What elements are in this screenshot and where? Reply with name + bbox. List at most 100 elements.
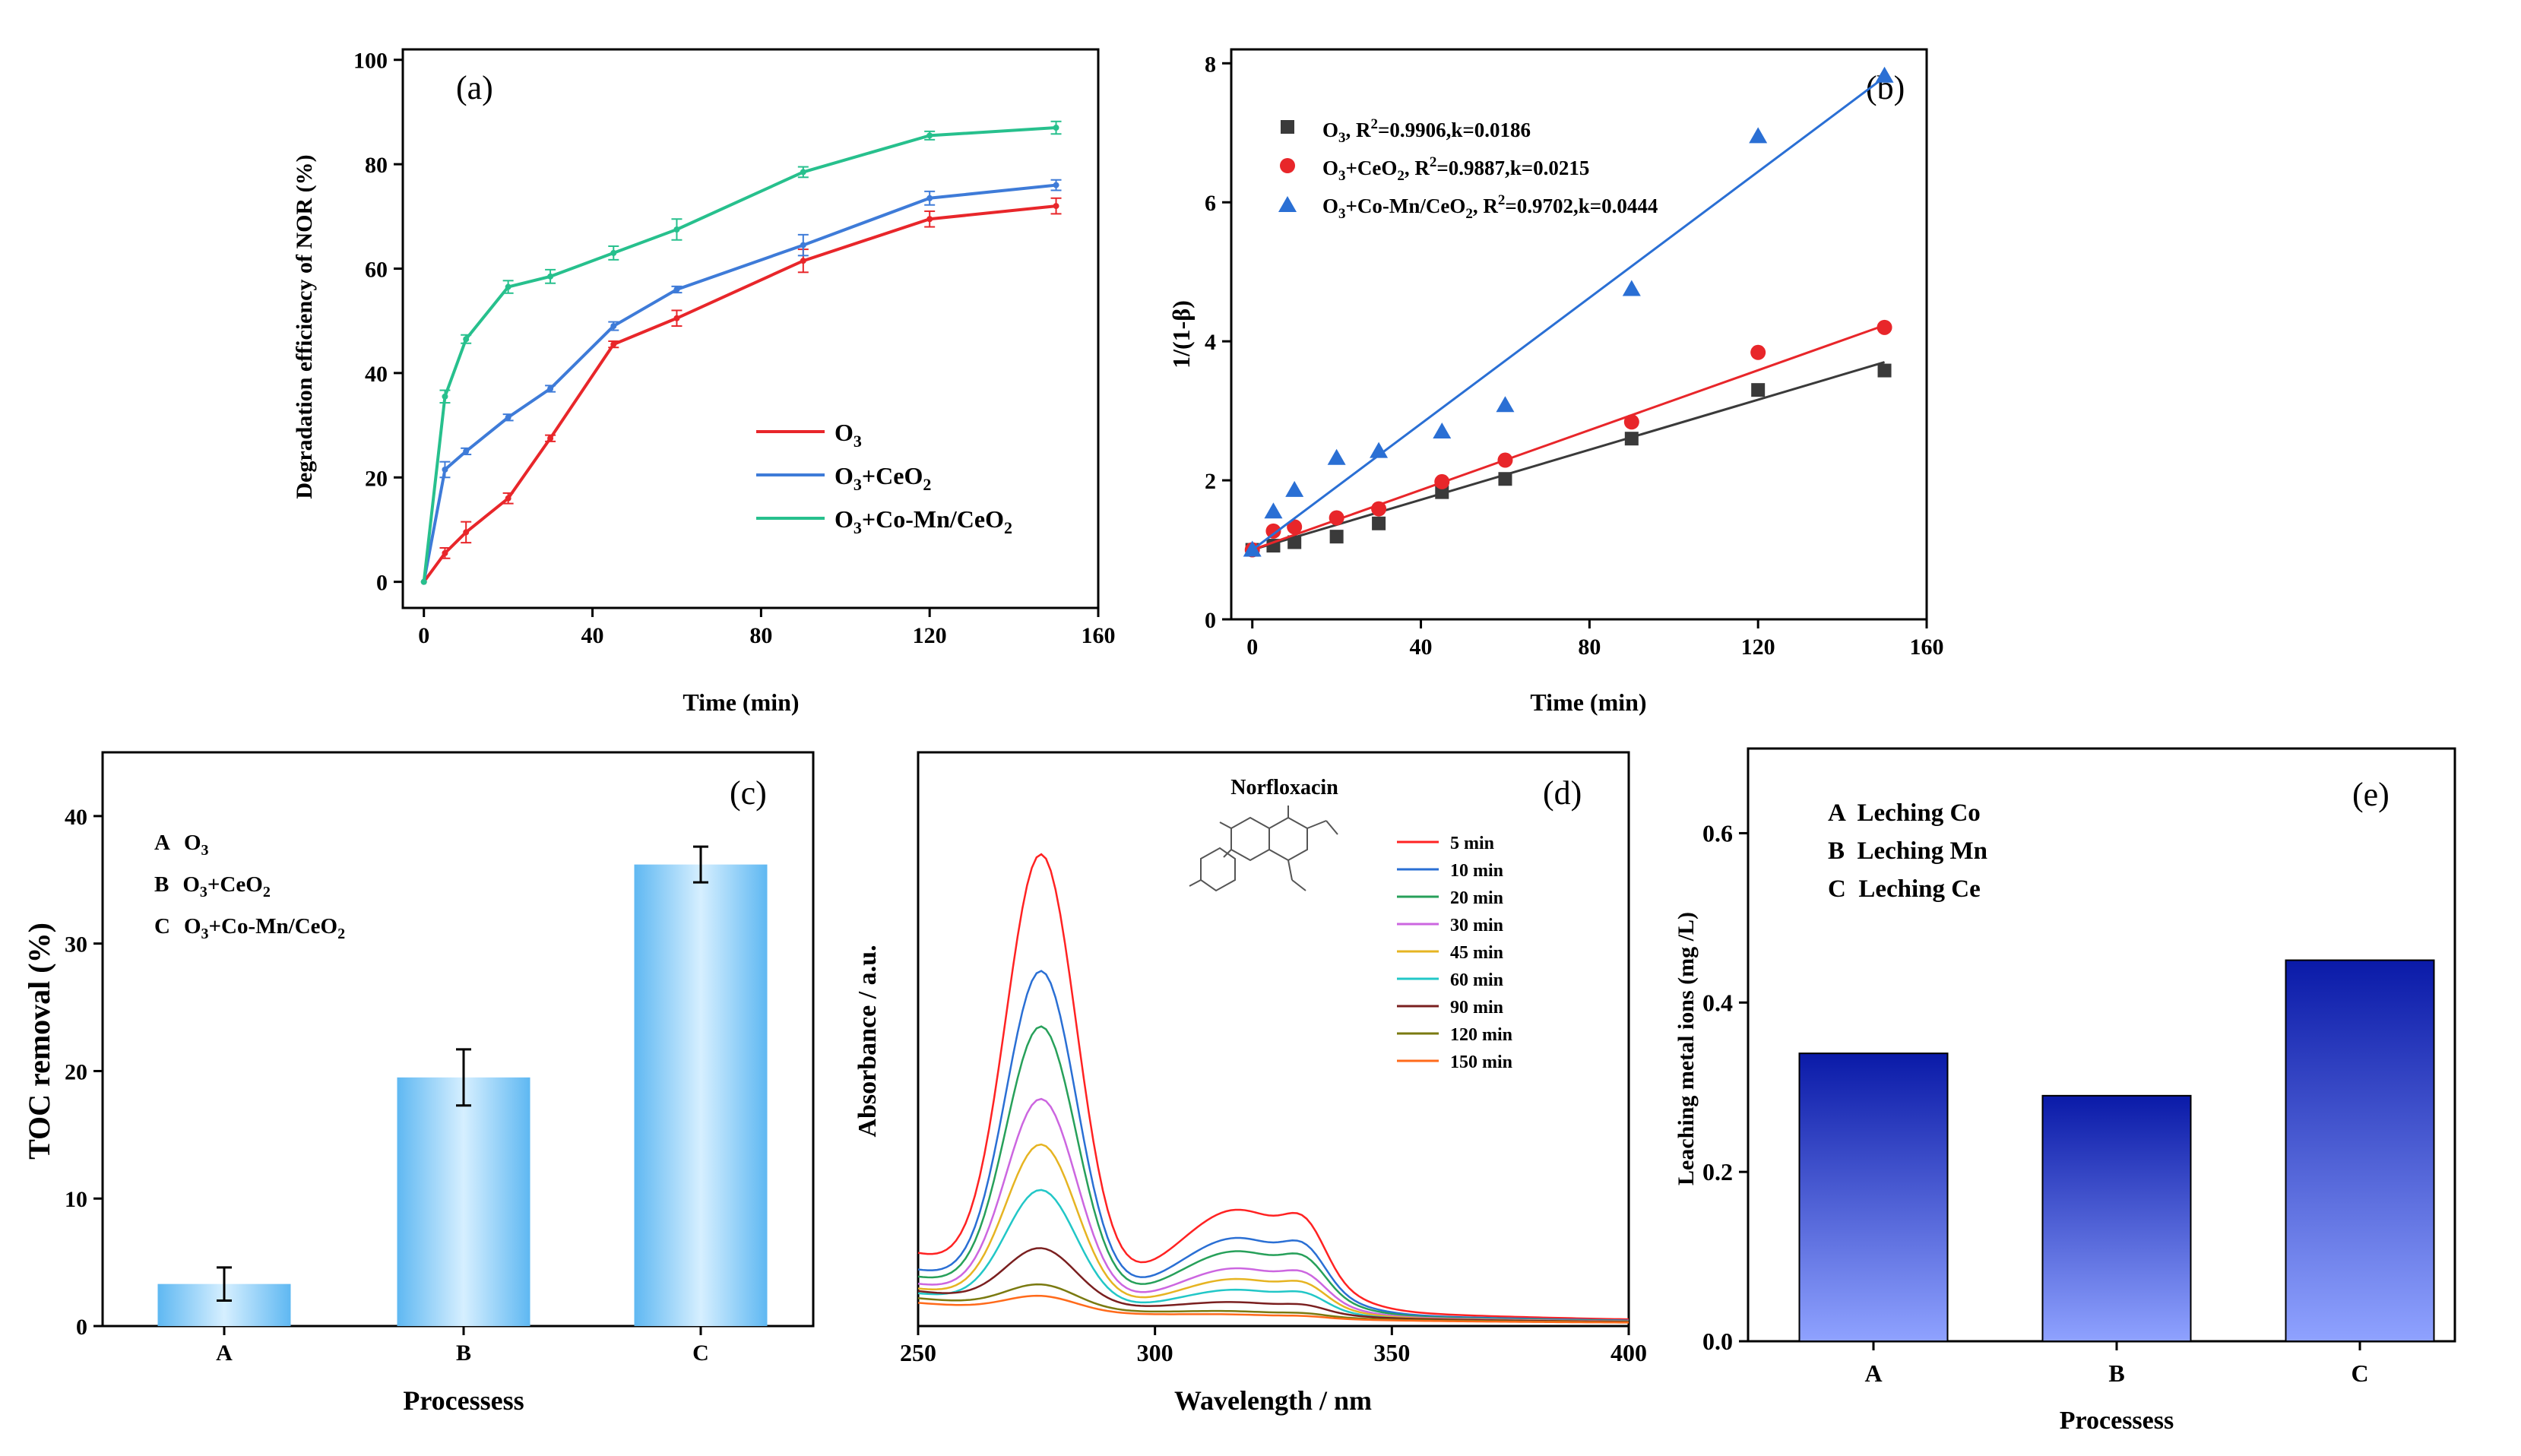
c-ytick-label-2: 20 (65, 1059, 87, 1084)
d-legend-text-2: 20 min (1450, 888, 1503, 908)
a-ytick-label-3: 60 (365, 258, 388, 283)
b-point-1-3 (1329, 510, 1344, 526)
b-ytick-label-1: 2 (1205, 469, 1216, 494)
a-xtick-label-0: 0 (418, 623, 429, 648)
b-point-2-0 (1243, 540, 1262, 557)
panel-e-label: (e) (2352, 776, 2390, 813)
c-ytick-label-0: 0 (76, 1315, 87, 1340)
d-curve-1 (917, 970, 1629, 1321)
legend-c-text-0: A O3 (154, 831, 209, 859)
b-point-0-4 (1372, 516, 1386, 530)
panel-e-ylabel: Leaching metal ions (mg /L) (1674, 912, 1699, 1185)
a-point-0-7 (800, 258, 806, 264)
d-legend-text-8: 150 min (1450, 1052, 1512, 1072)
a-ytick-label-5: 100 (353, 49, 388, 74)
panel-d-xlabel: Wavelength / nm (1174, 1385, 1372, 1416)
a-point-2-9 (1053, 125, 1059, 131)
c-ytick-label-3: 30 (65, 932, 87, 957)
panel-d-ylabel: Absorbance / a.u. (854, 945, 882, 1137)
c-xtick-label-1: B (456, 1340, 471, 1366)
e-bar-C (2285, 959, 2435, 1342)
panel-c: (c) Processess TOC removal (%) 0 10 20 30 40… (22, 751, 815, 1416)
c-xtick-label-0: A (216, 1340, 233, 1366)
panel-e-xlabel: Processess (2060, 1407, 2174, 1435)
a-series-line-1 (422, 183, 1056, 583)
e-xtick-label-0: A (1864, 1359, 1882, 1387)
d-curve-0 (917, 853, 1629, 1321)
legend-b-marker-0 (1281, 120, 1294, 134)
b-point-0-6 (1498, 472, 1512, 486)
b-point-2-5 (1433, 423, 1452, 439)
b-xtick-label-1: 40 (1410, 635, 1433, 660)
panel-b-legend: O3, R2=0.9906,k=0.0186 O3+CeO2, R2=0.988… (1278, 116, 1658, 222)
legend-a-text-2: O3+Co-Mn/CeO2 (835, 505, 1012, 537)
c-ytick-label-1: 10 (65, 1187, 87, 1212)
legend-b-text-2: O3+Co-Mn/CeO2, R2=0.9702,k=0.0444 (1322, 192, 1658, 222)
a-point-0-1 (442, 549, 448, 556)
b-point-0-2 (1287, 535, 1302, 549)
d-legend-text-7: 120 min (1450, 1025, 1512, 1045)
b-point-2-6 (1496, 396, 1515, 413)
inset-title: Norfloxacin (1230, 776, 1338, 799)
b-point-2-9 (1875, 66, 1894, 83)
b-fit-line-0 (1252, 361, 1885, 551)
legend-b-text-0: O3, R2=0.9906,k=0.0186 (1322, 116, 1531, 146)
panel-b-xlabel: Time (min) (1530, 688, 1646, 716)
a-ytick-label-1: 20 (365, 466, 388, 491)
b-point-0-7 (1624, 432, 1639, 446)
a-ytick-label-4: 80 (365, 153, 388, 178)
b-ytick-label-0: 0 (1205, 608, 1216, 633)
e-ytick-label-2: 0.4 (1702, 989, 1733, 1016)
legend-b-marker-1 (1280, 158, 1295, 173)
a-point-1-2 (463, 448, 470, 454)
legend-a-text-0: O3 (835, 419, 862, 451)
panel-d-frame (917, 751, 1630, 1328)
b-point-2-3 (1327, 448, 1346, 465)
a-point-2-0 (420, 578, 427, 585)
a-point-0-8 (926, 216, 933, 223)
a-point-0-9 (1053, 203, 1059, 210)
panel-a-label: (a) (456, 69, 493, 106)
d-curve-3 (917, 1097, 1629, 1323)
b-xtick-label-4: 160 (1910, 635, 1944, 660)
d-legend-text-3: 30 min (1450, 916, 1503, 935)
a-point-1-5 (610, 323, 617, 330)
legend-b-marker-2 (1278, 196, 1297, 212)
panel-d-label: (d) (1543, 774, 1582, 812)
e-xtick-label-1: B (2108, 1359, 2124, 1387)
b-point-2-2 (1285, 480, 1304, 497)
b-point-1-5 (1434, 473, 1450, 489)
a-xtick-label-1: 40 (581, 623, 604, 648)
b-ytick-label-2: 4 (1205, 330, 1216, 355)
a-point-2-8 (926, 132, 933, 139)
panel-b: (b) Time (min) 1/(1-β) 0 40 80 120 16002468 … (1167, 48, 1944, 716)
d-legend-text-1: 10 min (1450, 861, 1503, 881)
e-ytick-label-1: 0.2 (1702, 1158, 1733, 1185)
d-curve-4 (917, 1143, 1629, 1323)
a-point-2-3 (505, 283, 511, 290)
a-point-1-1 (442, 466, 448, 473)
panel-e-legend: A Leching Co B Leching Mn C Leching Ce (1828, 799, 1987, 903)
d-xtick-label-2: 350 (1373, 1339, 1410, 1366)
b-ytick-label-3: 6 (1205, 191, 1216, 216)
b-point-1-8 (1750, 344, 1766, 360)
e-ytick-label-0: 0.0 (1702, 1328, 1733, 1355)
d-xtick-label-1: 300 (1137, 1339, 1173, 1366)
e-xtick-label-2: C (2351, 1359, 2368, 1387)
d-xtick-label-3: 400 (1610, 1339, 1647, 1366)
b-point-2-7 (1622, 280, 1641, 296)
b-point-1-7 (1623, 414, 1639, 430)
d-curve-8 (917, 1294, 1629, 1324)
c-bar-B (397, 1077, 530, 1326)
d-curve-2 (917, 1025, 1629, 1322)
panel-c-label: (c) (730, 774, 767, 812)
panel-a: (a) Time (min) Degradation efficiency of… (292, 48, 1116, 716)
panel-a-xlabel: Time (min) (683, 688, 799, 716)
a-point-2-4 (547, 273, 554, 280)
b-point-1-1 (1265, 523, 1281, 539)
b-point-0-5 (1435, 485, 1449, 499)
b-point-1-4 (1371, 501, 1387, 517)
a-ytick-label-2: 40 (365, 362, 388, 387)
b-point-0-8 (1751, 383, 1766, 397)
legend-b-text-1: O3+CeO2, R2=0.9887,k=0.0215 (1322, 154, 1589, 184)
